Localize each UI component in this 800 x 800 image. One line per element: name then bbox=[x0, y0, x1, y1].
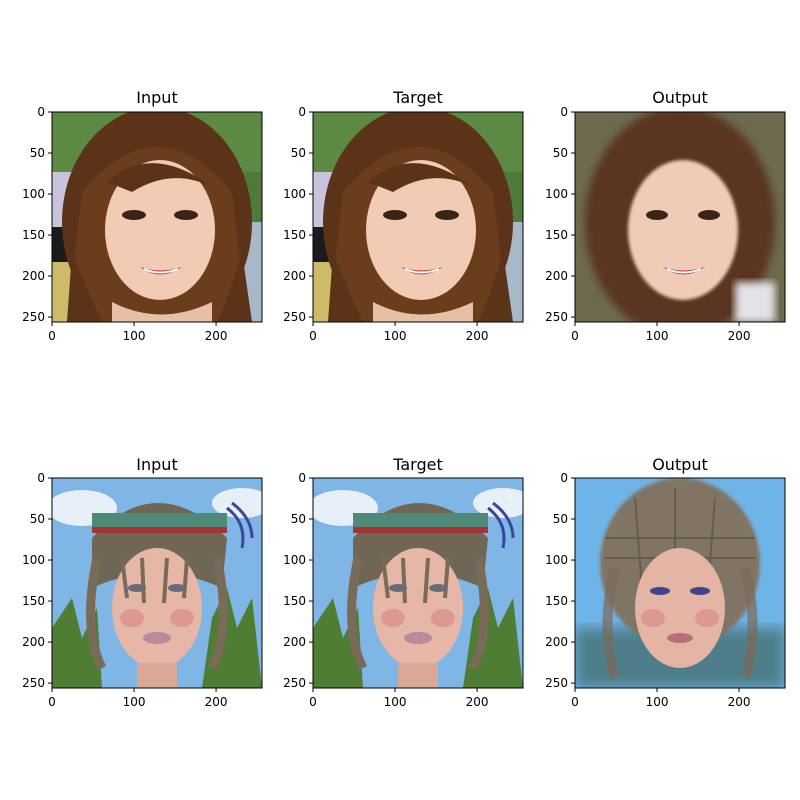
x-tick-label: 200 bbox=[728, 695, 751, 709]
panel-title: Target bbox=[392, 455, 443, 474]
y-tick-label: 50 bbox=[30, 146, 45, 160]
y-tick-label: 50 bbox=[291, 146, 306, 160]
y-tick-label: 200 bbox=[283, 269, 306, 283]
x-tick-label: 0 bbox=[309, 695, 317, 709]
y-tick-label: 200 bbox=[283, 635, 306, 649]
panel-title: Input bbox=[136, 88, 177, 107]
y-tick-label: 100 bbox=[545, 187, 568, 201]
y-tick-label: 0 bbox=[37, 105, 45, 119]
y-tick-label: 100 bbox=[283, 553, 306, 567]
y-tick-label: 50 bbox=[553, 512, 568, 526]
panel-output-row1: Output bbox=[574, 88, 786, 337]
y-tick-label: 150 bbox=[22, 228, 45, 242]
panel-title: Target bbox=[392, 88, 443, 107]
input-image bbox=[47, 478, 272, 688]
x-tick-label: 200 bbox=[466, 695, 489, 709]
x-tick-label: 100 bbox=[123, 329, 146, 343]
y-tick-label: 100 bbox=[22, 553, 45, 567]
x-tick-label: 0 bbox=[571, 329, 579, 343]
y-tick-label: 250 bbox=[545, 310, 568, 324]
x-tick-label: 100 bbox=[384, 695, 407, 709]
x-tick-label: 100 bbox=[646, 329, 669, 343]
x-tick-label: 0 bbox=[309, 329, 317, 343]
y-tick-label: 0 bbox=[298, 471, 306, 485]
x-tick-label: 100 bbox=[123, 695, 146, 709]
y-tick-label: 250 bbox=[283, 676, 306, 690]
x-tick-label: 200 bbox=[205, 695, 228, 709]
y-tick-label: 50 bbox=[291, 512, 306, 526]
output-image bbox=[575, 478, 785, 688]
panel-input-row2: Input bbox=[47, 455, 272, 689]
panel-target-row2: Target bbox=[308, 455, 533, 689]
x-tick-label: 0 bbox=[48, 695, 56, 709]
y-tick-label: 50 bbox=[553, 146, 568, 160]
y-tick-label: 150 bbox=[283, 594, 306, 608]
y-tick-label: 200 bbox=[545, 635, 568, 649]
target-image bbox=[308, 478, 533, 688]
y-tick-label: 150 bbox=[545, 594, 568, 608]
y-tick-label: 50 bbox=[30, 512, 45, 526]
y-tick-label: 150 bbox=[283, 228, 306, 242]
y-tick-label: 100 bbox=[545, 553, 568, 567]
y-tick-label: 0 bbox=[560, 471, 568, 485]
panel-title: Output bbox=[652, 88, 708, 107]
x-tick-label: 0 bbox=[48, 329, 56, 343]
y-tick-label: 150 bbox=[22, 594, 45, 608]
x-tick-label: 100 bbox=[384, 329, 407, 343]
y-tick-label: 150 bbox=[545, 228, 568, 242]
x-tick-label: 200 bbox=[728, 329, 751, 343]
y-tick-label: 100 bbox=[283, 187, 306, 201]
y-tick-label: 200 bbox=[545, 269, 568, 283]
y-tick-label: 250 bbox=[283, 310, 306, 324]
x-tick-label: 100 bbox=[646, 695, 669, 709]
y-tick-label: 200 bbox=[22, 635, 45, 649]
y-tick-label: 200 bbox=[22, 269, 45, 283]
panel-output-row2: Output bbox=[574, 455, 786, 689]
y-tick-label: 250 bbox=[545, 676, 568, 690]
y-tick-label: 250 bbox=[22, 310, 45, 324]
panel-title: Input bbox=[136, 455, 177, 474]
input-image bbox=[52, 112, 262, 322]
panel-input-row1: Input bbox=[51, 88, 263, 323]
y-tick-label: 0 bbox=[560, 105, 568, 119]
target-image bbox=[313, 112, 523, 322]
panel-target-row1: Target bbox=[312, 88, 524, 323]
x-tick-label: 200 bbox=[466, 329, 489, 343]
x-tick-label: 0 bbox=[571, 695, 579, 709]
panel-title: Output bbox=[652, 455, 708, 474]
y-tick-label: 250 bbox=[22, 676, 45, 690]
x-tick-label: 200 bbox=[205, 329, 228, 343]
y-tick-label: 0 bbox=[298, 105, 306, 119]
y-tick-label: 100 bbox=[22, 187, 45, 201]
output-image bbox=[575, 107, 785, 337]
y-tick-label: 0 bbox=[37, 471, 45, 485]
